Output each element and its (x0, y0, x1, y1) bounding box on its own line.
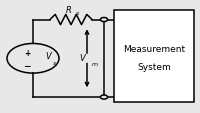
Text: s: s (53, 61, 56, 66)
Circle shape (100, 18, 108, 22)
Text: +: + (24, 48, 30, 57)
Text: V: V (45, 52, 51, 61)
Text: −: − (23, 61, 31, 70)
Text: m: m (92, 61, 98, 66)
FancyBboxPatch shape (114, 11, 194, 102)
Text: Measurement: Measurement (123, 44, 185, 53)
Text: V: V (79, 53, 85, 62)
Text: System: System (137, 62, 171, 71)
Text: R: R (66, 6, 72, 15)
Text: s: s (76, 11, 80, 15)
Circle shape (100, 95, 108, 99)
